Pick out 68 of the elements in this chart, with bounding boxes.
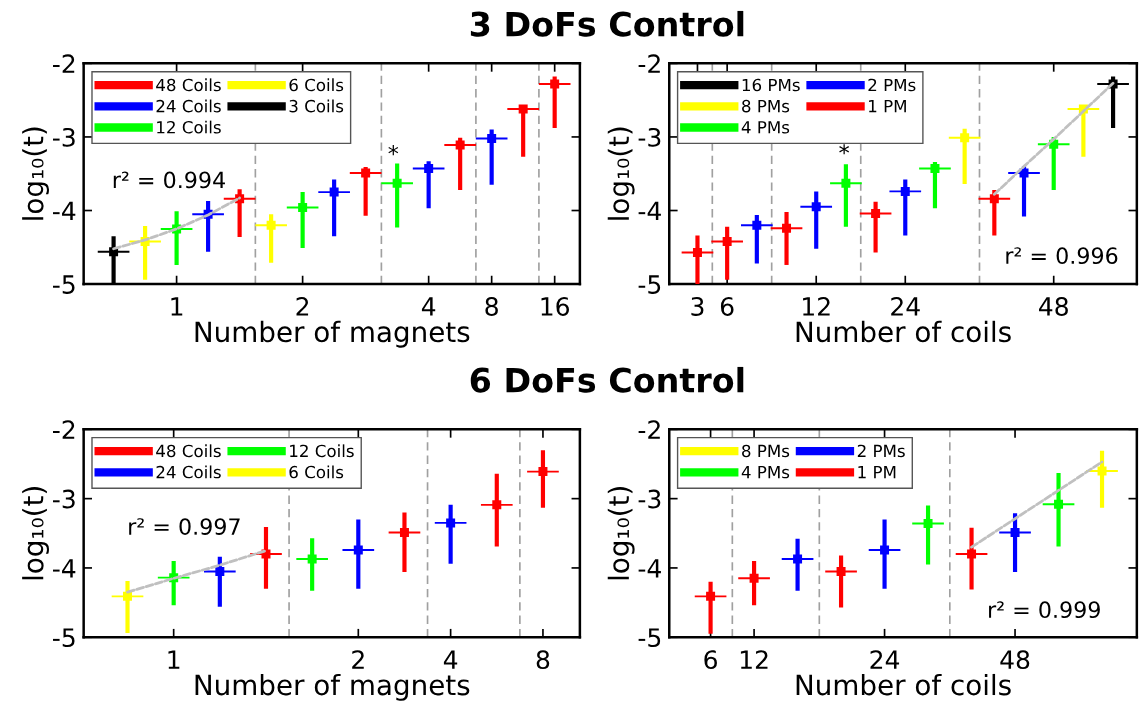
y-tick-label: -3: [638, 489, 661, 509]
x-tick-label: 3: [691, 297, 704, 316]
y-tick-label: -5: [53, 628, 75, 648]
x-axis-title: Number of magnets: [195, 673, 470, 701]
x-tick-label: 1: [171, 297, 183, 316]
x-tick-label: 4: [421, 297, 436, 316]
legend-label: 4 PMs: [741, 465, 790, 479]
x-tick-label: 12: [740, 650, 768, 669]
y-axis-title: log₁₀(t): [22, 127, 50, 220]
x-tick-label: 24: [891, 297, 920, 316]
x-tick-label: 6: [720, 297, 734, 316]
annotation: *: [388, 145, 399, 156]
x-axis-title: Number of coils: [796, 320, 1011, 343]
annotation: *: [839, 144, 850, 155]
x-tick-label: 48: [1000, 650, 1030, 670]
y-tick-label: -3: [53, 489, 75, 509]
x-tick-label: 24: [870, 650, 900, 669]
legend-label: 6 Coils: [289, 78, 344, 92]
legend-label: 12 Coils: [290, 444, 354, 458]
y-tick-label: -3: [638, 127, 661, 147]
x-tick-label: 16: [541, 297, 569, 316]
y-tick-label: -5: [638, 275, 661, 294]
x-tick-label: 8: [536, 650, 550, 670]
legend-label: 3 Coils: [289, 99, 344, 113]
legend-label: 2 PMs: [857, 444, 905, 458]
legend-label: 24 Coils: [156, 465, 221, 479]
x-tick-label: 6: [704, 650, 717, 670]
legend-label: 6 Coils: [289, 465, 344, 479]
legend-label: 8 PMs: [742, 444, 790, 458]
y-tick-label: -2: [53, 420, 75, 439]
annotation: r² = 0.996: [1006, 247, 1118, 265]
x-tick-label: 1: [168, 650, 180, 669]
x-tick-label: 12: [803, 297, 830, 316]
legend-label: 2 PMs: [868, 78, 916, 92]
annotation: r² = 0.994: [113, 171, 225, 189]
legend-label: 1 PM: [869, 100, 906, 113]
x-axis-title: Number of coils: [796, 673, 1011, 696]
chart-title: 3 DoFs Control: [470, 10, 744, 37]
legend-label: 16 PMs: [742, 78, 800, 92]
legend-label: 12 Coils: [157, 120, 221, 134]
y-tick-label: -5: [53, 275, 75, 294]
x-tick-label: 48: [1039, 297, 1068, 316]
y-axis-title: log₁₀(t): [607, 127, 635, 220]
chart-title: 6 DoFs Control: [470, 366, 744, 393]
y-axis-title: log₁₀(t): [607, 487, 635, 580]
y-tick-label: -5: [638, 628, 661, 648]
y-tick-label: -4: [53, 201, 76, 221]
x-axis-title: Number of magnets: [195, 320, 470, 348]
legend-label: 4 PMs: [741, 121, 790, 134]
x-tick-label: 2: [296, 297, 309, 316]
y-tick-label: -4: [53, 559, 76, 578]
legend-label: 48 Coils: [156, 78, 221, 92]
legend-label: 8 PMs: [742, 99, 790, 113]
y-tick-label: -2: [53, 54, 75, 73]
x-tick-label: 4: [443, 650, 458, 669]
legend-label: 48 Coils: [156, 444, 221, 458]
x-tick-label: 8: [485, 297, 498, 316]
y-tick-label: -2: [638, 54, 660, 73]
legend-label: 1 PM: [858, 465, 896, 479]
x-tick-label: 2: [352, 650, 364, 669]
legend-label: 24 Coils: [156, 99, 221, 113]
annotation: r² = 0.999: [989, 601, 1100, 619]
y-tick-label: -4: [638, 201, 661, 221]
annotation: r² = 0.997: [129, 518, 240, 535]
y-axis-title: log₁₀(t): [22, 487, 50, 580]
y-tick-label: -3: [53, 127, 75, 147]
y-tick-label: -4: [638, 559, 661, 578]
y-tick-label: -2: [638, 420, 660, 439]
